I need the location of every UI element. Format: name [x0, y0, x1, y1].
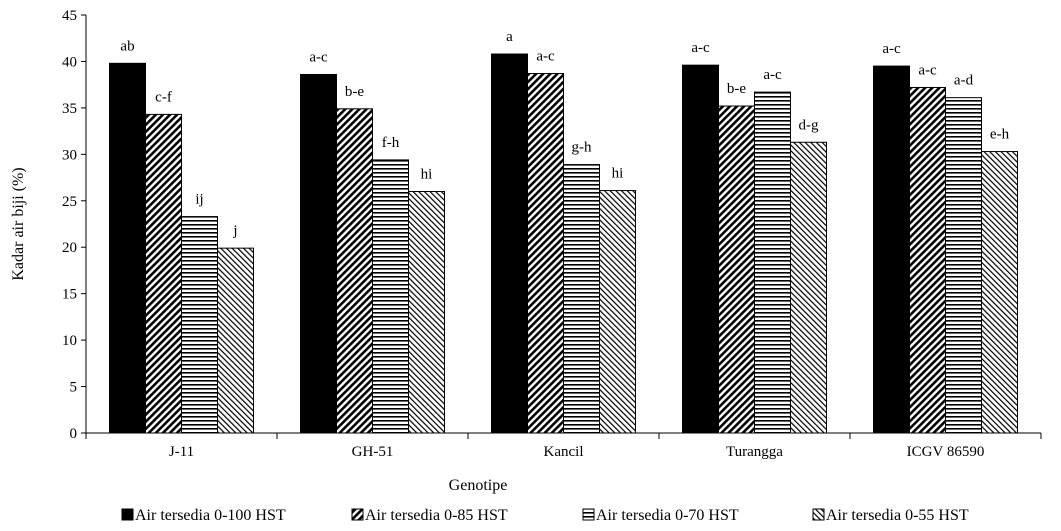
bar-data-label: e-h — [990, 127, 1010, 143]
bar-data-label: b-e — [345, 84, 364, 100]
bar — [109, 62, 146, 434]
bar — [336, 108, 373, 434]
x-tick-label: ICGV 86590 — [907, 444, 985, 460]
bar — [563, 164, 600, 434]
bar-data-label: c-f — [155, 89, 172, 105]
y-tick-label: 45 — [62, 8, 77, 24]
bar — [145, 113, 182, 434]
bar-data-label: a-c — [691, 40, 710, 56]
bar-data-label: a-c — [536, 49, 555, 65]
bar-data-label: hi — [421, 166, 433, 182]
bar-data-label: b-e — [727, 81, 746, 97]
legend-swatch — [812, 508, 825, 521]
bar-data-label: a-c — [309, 49, 328, 65]
bars — [109, 53, 1018, 434]
y-axis-title: Kadar air biji (%) — [10, 167, 27, 280]
bar — [981, 151, 1018, 434]
bar — [527, 73, 564, 434]
y-tick-label: 5 — [70, 380, 78, 396]
y-tick-label: 10 — [62, 333, 77, 349]
x-tick-label: GH-51 — [352, 444, 394, 460]
legend: Air tersedia 0-100 HST Air tersedia 0-85 … — [121, 507, 969, 524]
y-tick-label: 30 — [62, 147, 77, 163]
bar-labels: ab c-f ij j a-c b-e f-h hi a a-c g-h hi a-c b-e a-c d-g… — [120, 29, 1009, 239]
y-tick-label: 0 — [70, 426, 78, 442]
x-tick-label: Turangga — [726, 444, 783, 460]
y-tick-label: 25 — [62, 194, 77, 210]
bar — [945, 97, 982, 434]
bar — [217, 247, 254, 434]
bar — [491, 53, 528, 434]
bar-data-label: hi — [612, 166, 624, 182]
bar — [372, 159, 409, 434]
y-tick-label: 20 — [62, 240, 77, 256]
bar-data-label: a-d — [954, 73, 974, 89]
bar-data-label: a-c — [763, 67, 782, 83]
bar — [599, 190, 636, 434]
bar-data-label: a — [506, 29, 513, 45]
bar — [754, 91, 791, 434]
bar — [718, 105, 755, 434]
y-tick-label: 40 — [62, 54, 77, 70]
y-tick-label: 15 — [62, 287, 77, 303]
x-tick-label: Kancil — [544, 444, 584, 460]
x-tick-label: J-11 — [169, 444, 194, 460]
legend-entry: Air tersedia 0-100 HST — [135, 507, 286, 524]
y-tick-label: 35 — [62, 101, 77, 117]
legend-entry: Air tersedia 0-85 HST — [365, 507, 508, 524]
bar-data-label: ab — [120, 38, 134, 54]
bar — [873, 65, 910, 434]
bar-data-label: g-h — [572, 140, 592, 156]
bar — [300, 73, 337, 434]
legend-entry: Air tersedia 0-70 HST — [596, 507, 739, 524]
legend-swatch — [582, 508, 595, 521]
bar-data-label: j — [232, 223, 237, 239]
x-axis-title: Genotipe — [449, 477, 508, 494]
legend-entry: Air tersedia 0-55 HST — [826, 507, 969, 524]
bar-data-label: d-g — [799, 117, 819, 133]
bar-data-label: a-c — [882, 41, 901, 57]
bar-data-label: ij — [195, 192, 203, 208]
legend-swatch — [121, 508, 134, 521]
bar — [181, 216, 218, 434]
bar-data-label: a-c — [918, 62, 937, 78]
bar — [408, 190, 445, 434]
bar-data-label: f-h — [382, 135, 400, 151]
legend-swatch — [351, 508, 364, 521]
bar — [682, 64, 719, 434]
bar — [790, 141, 827, 434]
bar — [909, 86, 946, 434]
